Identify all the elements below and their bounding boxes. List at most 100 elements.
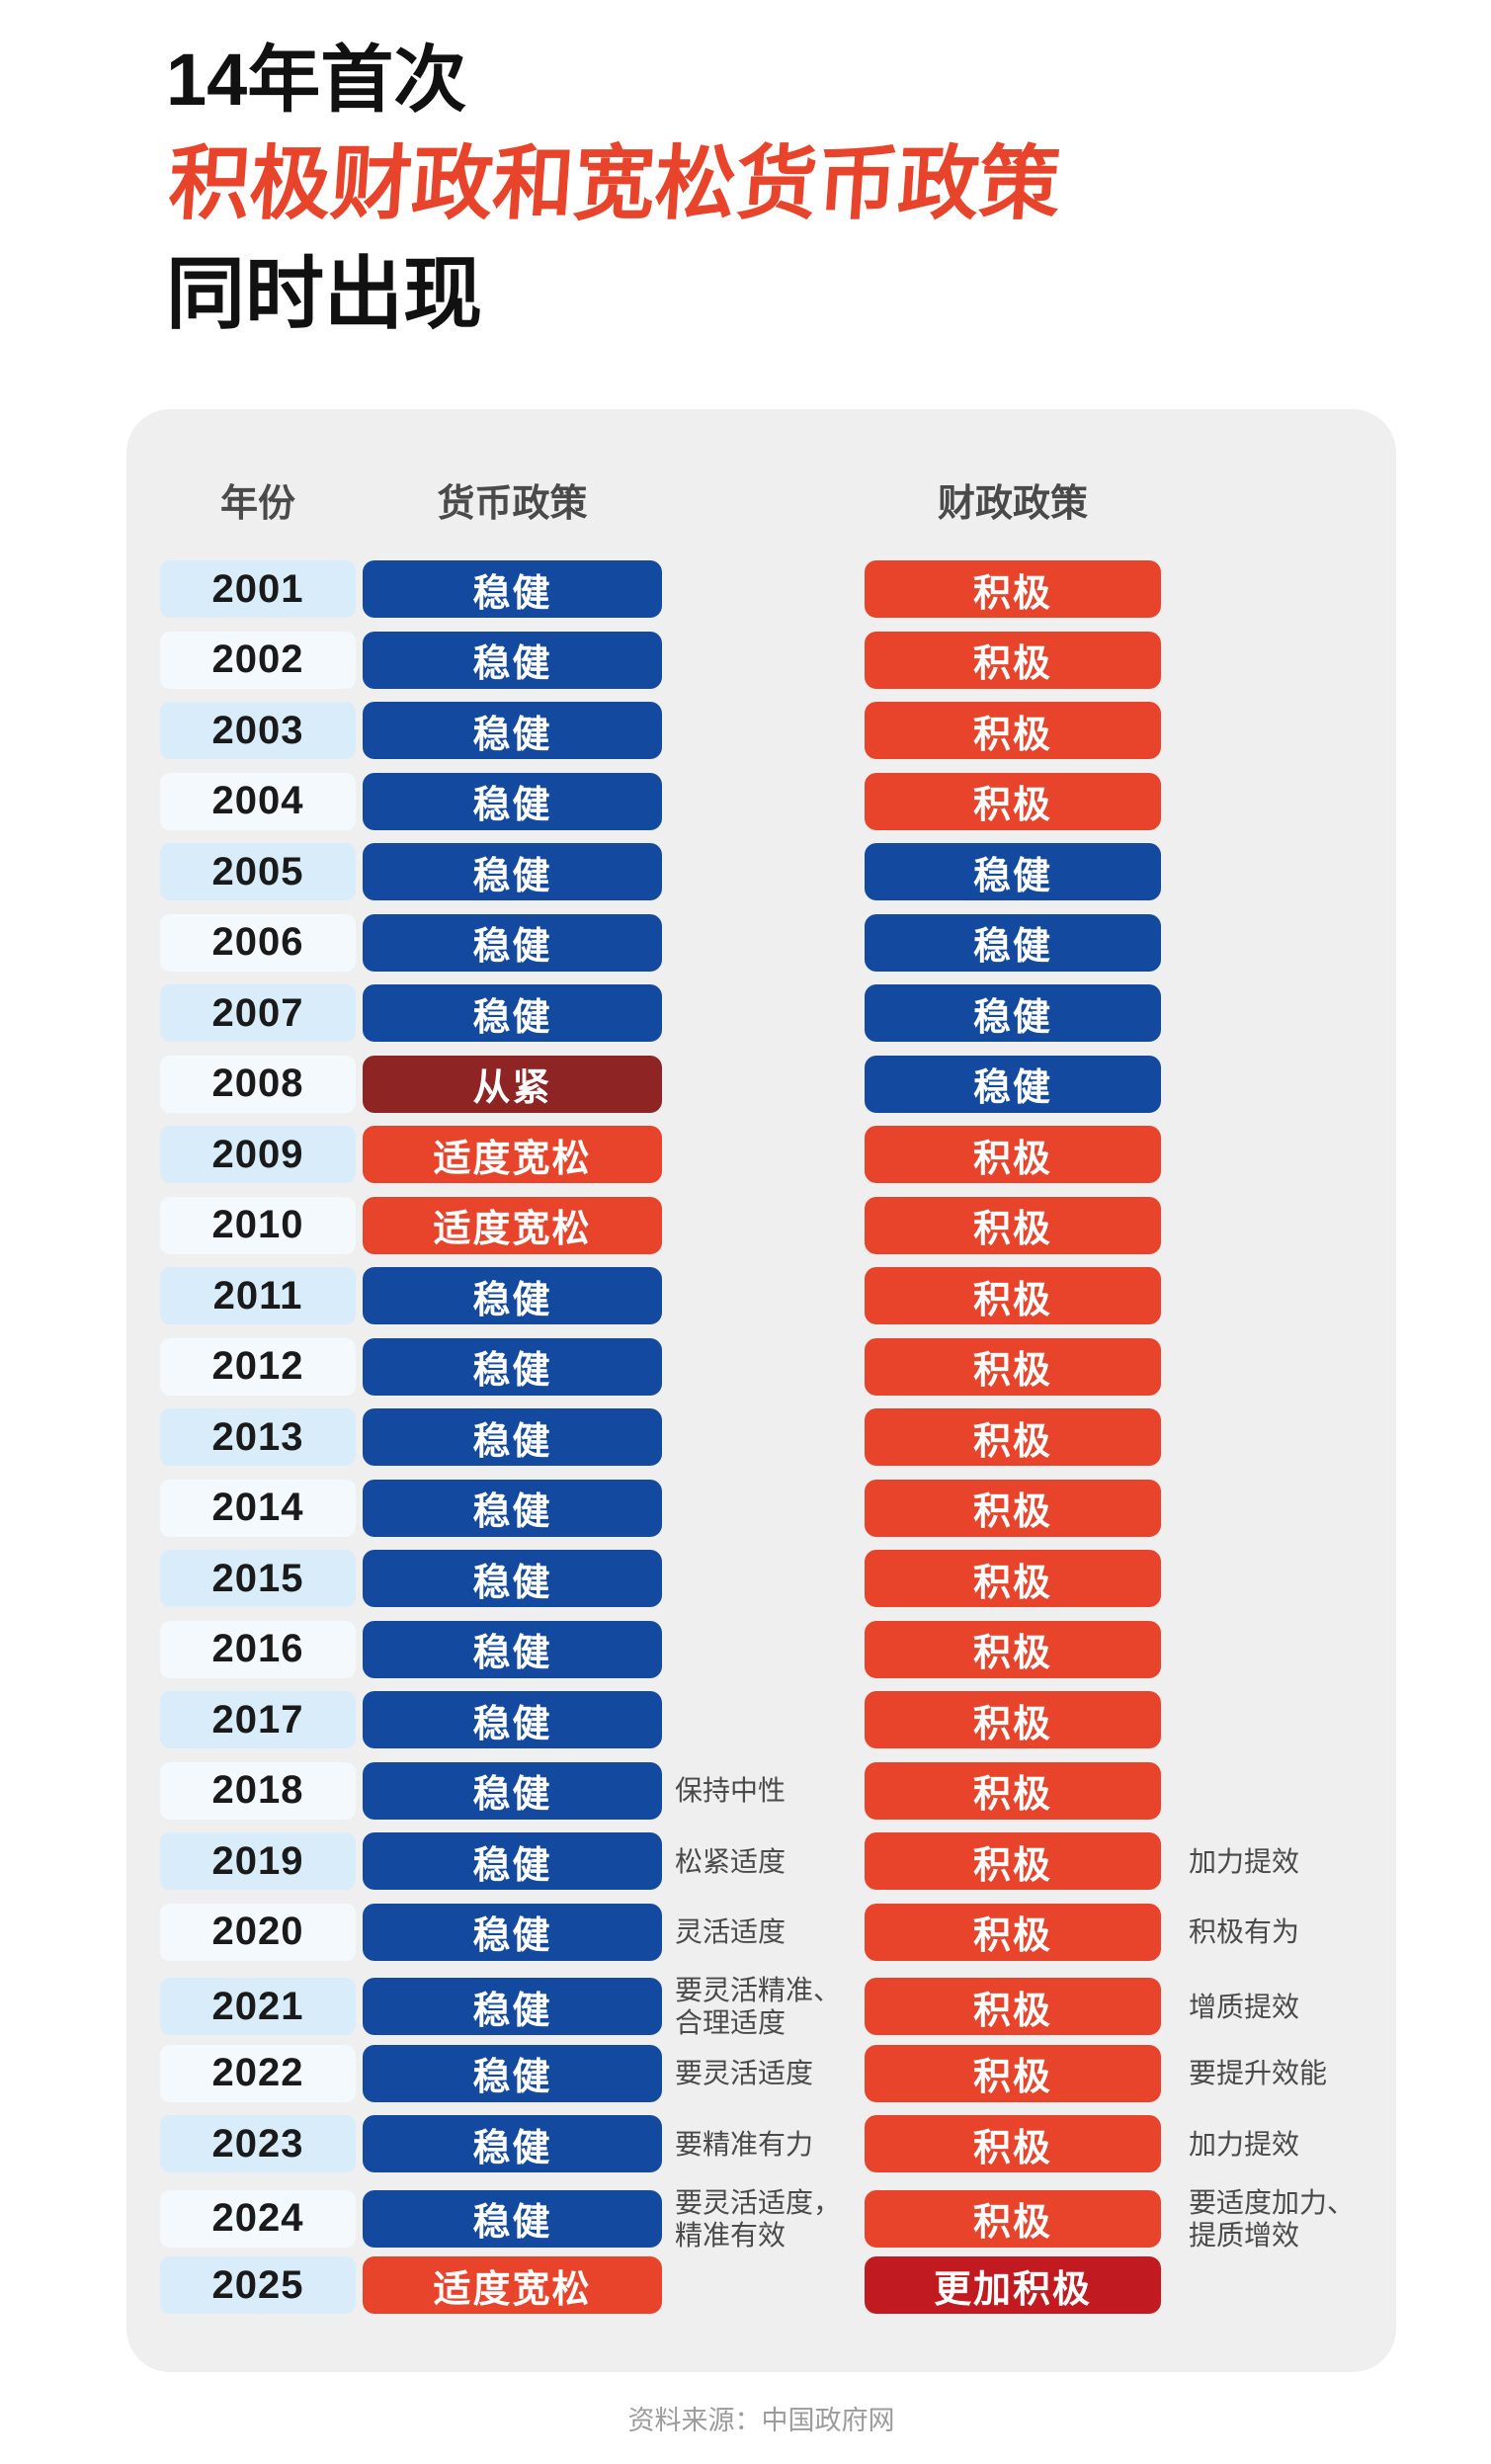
monetary-pill: 稳健: [363, 1761, 662, 1820]
year-cell: 2024: [160, 2189, 356, 2248]
monetary-pill: 稳健: [363, 560, 662, 618]
year-cell: 2017: [160, 1691, 356, 1748]
year-cell: 2020: [160, 1903, 356, 1961]
monetary-note: 要灵活精准、 合理适度: [675, 1975, 842, 2038]
table-row: 2020 稳健 灵活适度 积极 积极有为: [160, 1903, 1396, 1961]
year-cell: 2014: [160, 1479, 356, 1537]
year-cell: 2002: [160, 631, 356, 689]
fiscal-pill: 稳健: [865, 984, 1161, 1042]
monetary-pill: 稳健: [363, 1691, 662, 1748]
year-cell: 2009: [160, 1126, 356, 1183]
table-row: 2009 适度宽松 积极: [160, 1126, 1396, 1183]
fiscal-pill: 积极: [865, 702, 1161, 759]
year-cell: 2011: [160, 1267, 356, 1324]
monetary-pill: 稳健: [363, 984, 662, 1042]
monetary-pill: 稳健: [363, 772, 662, 830]
year-cell: 2012: [160, 1337, 356, 1396]
table-row: 2008 从紧 稳健: [160, 1055, 1396, 1113]
year-cell: 2013: [160, 1408, 356, 1466]
fiscal-pill: 积极: [865, 1903, 1161, 1961]
fiscal-note: 积极有为: [1189, 1916, 1300, 1947]
fiscal-note: 加力提效: [1189, 2128, 1300, 2160]
monetary-note: 要灵活适度， 精准有效: [675, 2186, 842, 2251]
header-fiscal-policy: 财政政策: [937, 483, 1088, 525]
fiscal-pill: 积极: [865, 1408, 1161, 1466]
table-row: 2001 稳健 积极: [160, 560, 1396, 618]
table-rows: 2001 稳健 积极 2002 稳健 积极 2003 稳健 积极 2004 稳健…: [160, 560, 1396, 2314]
monetary-pill: 稳健: [363, 1620, 662, 1678]
fiscal-pill: 积极: [865, 631, 1161, 689]
fiscal-pill: 积极: [865, 1620, 1161, 1678]
monetary-pill: 稳健: [363, 1832, 662, 1890]
fiscal-pill: 积极: [865, 1761, 1161, 1820]
data-source-caption: 资料来源：中国政府网: [627, 2406, 895, 2435]
table-row: 2010 适度宽松 积极: [160, 1196, 1396, 1254]
fiscal-pill: 积极: [865, 1832, 1161, 1890]
monetary-pill: 稳健: [363, 1978, 662, 2035]
table-row: 2011 稳健 积极: [160, 1267, 1396, 1324]
table-row: 2019 稳健 松紧适度 积极 加力提效: [160, 1832, 1396, 1890]
monetary-note: 保持中性: [675, 1775, 787, 1806]
fiscal-note: 加力提效: [1189, 1845, 1300, 1877]
fiscal-pill: 稳健: [865, 913, 1161, 972]
fiscal-note: 要适度加力、 提质增效: [1189, 2186, 1356, 2251]
table-row: 2006 稳健 稳健: [160, 913, 1396, 972]
table-row: 2021 稳健 要灵活精准、 合理适度 积极 增质提效: [160, 1974, 1396, 2038]
year-cell: 2006: [160, 913, 356, 972]
year-cell: 2016: [160, 1620, 356, 1678]
fiscal-pill: 稳健: [865, 1055, 1161, 1113]
table-row: 2024 稳健 要灵活适度， 精准有效 积极 要适度加力、 提质增效: [160, 2186, 1396, 2251]
year-cell: 2023: [160, 2115, 356, 2172]
title-line-2-accent: 积极财政和宽松货币政策: [165, 139, 1064, 229]
fiscal-pill: 积极: [865, 1337, 1161, 1396]
fiscal-note: 增质提效: [1189, 1991, 1300, 2022]
table-row: 2025 适度宽松 更加积极: [160, 2256, 1396, 2314]
table-row: 2007 稳健 稳健: [160, 984, 1396, 1042]
fiscal-pill: 稳健: [865, 843, 1161, 900]
fiscal-pill: 积极: [865, 1691, 1161, 1748]
year-cell: 2019: [160, 1832, 356, 1890]
monetary-pill: 稳健: [363, 702, 662, 759]
monetary-pill: 适度宽松: [363, 2256, 662, 2314]
year-cell: 2010: [160, 1196, 356, 1254]
year-cell: 2007: [160, 984, 356, 1042]
fiscal-note: 要提升效能: [1189, 2058, 1328, 2088]
monetary-note: 松紧适度: [675, 1845, 787, 1877]
fiscal-pill: 积极: [865, 2044, 1161, 2102]
policy-table-panel: 年份 货币政策 财政政策 2001 稳健 积极 2002 稳健 积极 2003 …: [126, 409, 1396, 2372]
monetary-pill: 稳健: [363, 1408, 662, 1466]
monetary-pill: 适度宽松: [363, 1126, 662, 1183]
title-line-3: 同时出现: [166, 250, 482, 338]
table-row: 2022 稳健 要灵活适度 积极 要提升效能: [160, 2044, 1396, 2102]
fiscal-pill: 积极: [865, 560, 1161, 618]
title-line-1: 14年首次: [166, 39, 467, 121]
fiscal-pill: 积极: [865, 1126, 1161, 1183]
table-row: 2016 稳健 积极: [160, 1620, 1396, 1678]
monetary-pill: 稳健: [363, 2189, 662, 2248]
fiscal-pill: 积极: [865, 1978, 1161, 2035]
monetary-pill: 稳健: [363, 1550, 662, 1607]
monetary-pill: 稳健: [363, 1267, 662, 1324]
page-title: 14年首次 积极财政和宽松货币政策 同时出现: [166, 39, 1063, 338]
monetary-pill: 稳健: [363, 1337, 662, 1396]
fiscal-pill: 积极: [865, 1550, 1161, 1607]
year-cell: 2008: [160, 1055, 356, 1113]
table-row: 2014 稳健 积极: [160, 1479, 1396, 1537]
table-row: 2015 稳健 积极: [160, 1550, 1396, 1607]
table-row: 2012 稳健 积极: [160, 1337, 1396, 1396]
monetary-pill: 从紧: [363, 1055, 662, 1113]
table-row: 2002 稳健 积极: [160, 631, 1396, 689]
monetary-pill: 稳健: [363, 913, 662, 972]
table-row: 2018 稳健 保持中性 积极: [160, 1761, 1396, 1820]
header-year: 年份: [219, 483, 295, 525]
monetary-pill: 稳健: [363, 631, 662, 689]
fiscal-pill: 积极: [865, 2115, 1161, 2172]
monetary-pill: 稳健: [363, 1479, 662, 1537]
year-cell: 2025: [160, 2256, 356, 2314]
year-cell: 2001: [160, 560, 356, 618]
fiscal-pill: 积极: [865, 772, 1161, 830]
year-cell: 2021: [160, 1978, 356, 2035]
table-row: 2003 稳健 积极: [160, 702, 1396, 759]
year-cell: 2022: [160, 2044, 356, 2102]
monetary-pill: 适度宽松: [363, 1196, 662, 1254]
